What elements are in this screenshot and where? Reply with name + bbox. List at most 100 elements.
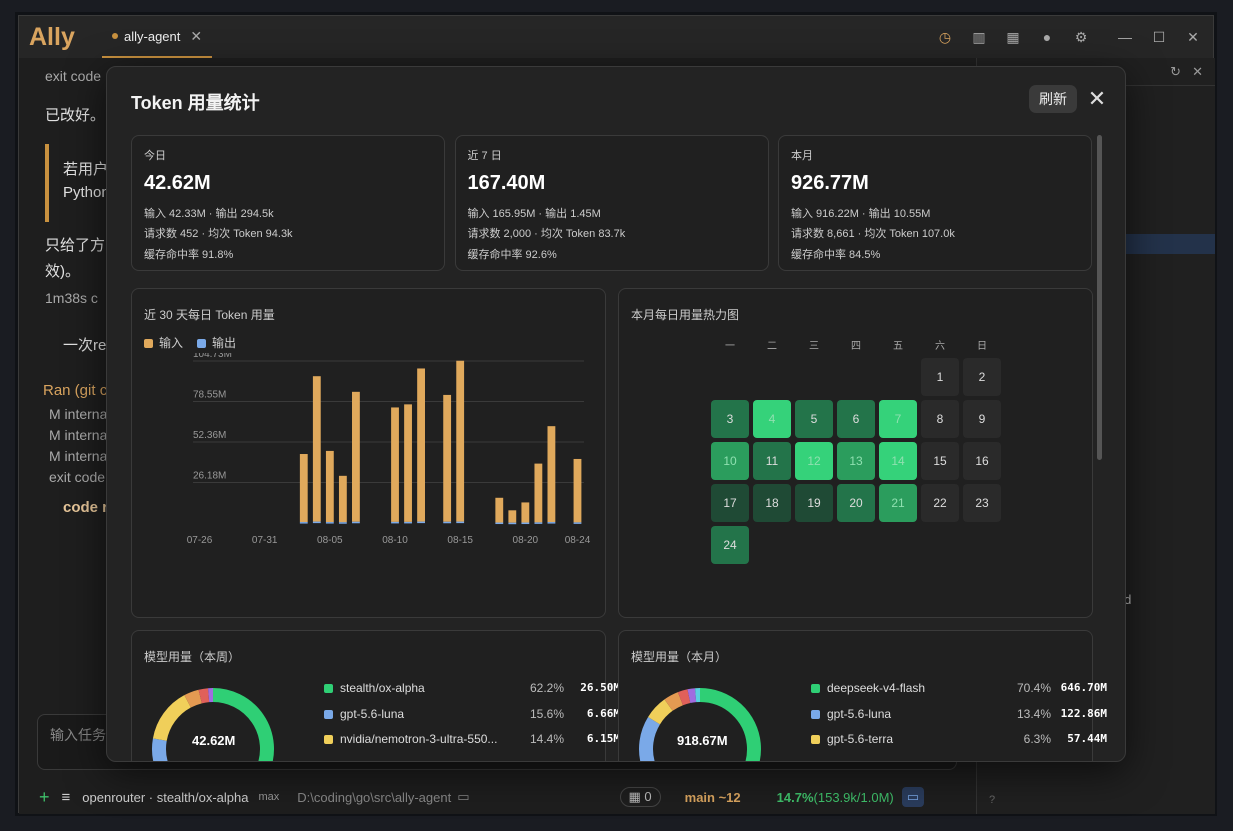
bar-input[interactable] bbox=[325, 450, 334, 523]
bar-output[interactable] bbox=[534, 522, 543, 524]
heatmap-day[interactable]: 5 bbox=[795, 400, 833, 438]
donut-slice[interactable] bbox=[664, 692, 684, 711]
heatmap-day[interactable]: 3 bbox=[711, 400, 749, 438]
bar-output[interactable] bbox=[456, 521, 465, 524]
minimize-icon[interactable]: — bbox=[1118, 29, 1132, 45]
donut-slice[interactable] bbox=[648, 688, 761, 762]
history-icon[interactable]: ◷ bbox=[938, 28, 952, 45]
heatmap-day[interactable]: 11 bbox=[753, 442, 791, 480]
donut-slice[interactable] bbox=[677, 689, 691, 706]
heatmap-day[interactable]: 21 bbox=[879, 484, 917, 522]
bar-output[interactable] bbox=[338, 522, 347, 524]
donut-slice[interactable] bbox=[648, 699, 673, 725]
donut-slice[interactable] bbox=[152, 738, 176, 762]
modal-close-button[interactable]: ✕ bbox=[1087, 86, 1107, 111]
maximize-icon[interactable]: ☐ bbox=[1152, 28, 1166, 45]
heatmap-day[interactable]: 16 bbox=[963, 442, 1001, 480]
refresh-icon[interactable]: ↻ bbox=[1170, 64, 1181, 79]
add-icon[interactable]: + bbox=[39, 786, 50, 807]
bar-input[interactable] bbox=[456, 360, 465, 522]
model-value: 6.15M bbox=[586, 732, 620, 745]
heatmap-day[interactable]: 2 bbox=[963, 358, 1001, 396]
bar-input[interactable] bbox=[573, 458, 582, 523]
bar-output[interactable] bbox=[312, 521, 321, 524]
heatmap-day[interactable]: 13 bbox=[837, 442, 875, 480]
gear-icon[interactable]: ⚙ bbox=[1074, 28, 1088, 45]
heatmap-day[interactable]: 24 bbox=[711, 526, 749, 564]
bar-output[interactable] bbox=[443, 521, 452, 524]
refresh-button[interactable]: 刷新 bbox=[1029, 85, 1077, 113]
bar-input[interactable] bbox=[495, 497, 504, 523]
donut-slice[interactable] bbox=[687, 688, 697, 704]
heatmap-day[interactable]: 7 bbox=[879, 400, 917, 438]
donut-slice[interactable] bbox=[198, 688, 210, 704]
tasks-badge[interactable]: ▦ 0 bbox=[619, 787, 661, 807]
heatmap-day[interactable]: 22 bbox=[921, 484, 959, 522]
month-donut-center: 918.67M bbox=[677, 733, 728, 748]
bar-output[interactable] bbox=[299, 522, 308, 524]
bar-input[interactable] bbox=[299, 454, 308, 523]
bar-input[interactable] bbox=[443, 394, 452, 522]
github-icon[interactable]: ● bbox=[1042, 29, 1052, 45]
bar-input[interactable] bbox=[404, 404, 412, 522]
bar-input[interactable] bbox=[352, 391, 360, 522]
bar-input[interactable] bbox=[338, 475, 347, 523]
bar-output[interactable] bbox=[495, 522, 504, 525]
heatmap-day[interactable]: 9 bbox=[963, 400, 1001, 438]
bar-output[interactable] bbox=[573, 522, 582, 524]
bar-input[interactable] bbox=[534, 463, 543, 523]
heatmap-day[interactable]: 15 bbox=[921, 442, 959, 480]
mode-label[interactable]: max bbox=[258, 791, 280, 803]
tab-ally-agent[interactable]: ally-agent ✕ bbox=[102, 16, 213, 58]
bar-output[interactable] bbox=[352, 521, 360, 524]
model-value: 57.44M bbox=[1067, 732, 1107, 745]
branch-label[interactable]: main ~12 bbox=[684, 789, 741, 805]
bar-output[interactable] bbox=[508, 522, 517, 525]
open-folder-icon[interactable]: ▭ bbox=[901, 787, 925, 807]
bar-input[interactable] bbox=[417, 368, 425, 522]
folder-icon[interactable]: ▭ bbox=[457, 789, 470, 804]
heatmap-day[interactable]: 10 bbox=[711, 442, 749, 480]
stat-cache: 缓存命中率 84.5% bbox=[791, 249, 881, 261]
donut-slice[interactable] bbox=[184, 689, 203, 708]
heatmap-day[interactable]: 18 bbox=[753, 484, 791, 522]
donut-slice[interactable] bbox=[152, 695, 192, 742]
scrollbar[interactable] bbox=[1097, 135, 1102, 460]
bar-input[interactable] bbox=[547, 426, 556, 523]
daily-usage-card: 近 30 天每日 Token 用量 输入 输出 104.73M 78.55M 52.… bbox=[131, 288, 606, 618]
heatmap-day[interactable]: 20 bbox=[837, 484, 875, 522]
heatmap-day[interactable]: 4 bbox=[753, 400, 791, 438]
bar-input[interactable] bbox=[508, 510, 517, 523]
bar-output[interactable] bbox=[547, 522, 556, 524]
menu-icon[interactable]: ≡ bbox=[61, 788, 71, 806]
heatmap-day[interactable]: 1 bbox=[921, 358, 959, 396]
heatmap-day[interactable]: 12 bbox=[795, 442, 833, 480]
stat-value: 926.77M bbox=[791, 172, 869, 194]
model-row: gpt-5.6-luna 13.4% 122.86M bbox=[811, 707, 1107, 723]
bar-output[interactable] bbox=[404, 521, 412, 524]
bar-input[interactable] bbox=[391, 407, 399, 522]
heatmap-day[interactable]: 8 bbox=[921, 400, 959, 438]
bar-output[interactable] bbox=[391, 521, 399, 524]
heatmap-day[interactable]: 23 bbox=[963, 484, 1001, 522]
heatmap-day[interactable]: 17 bbox=[711, 484, 749, 522]
tab-label: ally-agent bbox=[124, 28, 181, 44]
help-icon[interactable]: ? bbox=[989, 794, 996, 806]
stat-card: 近 7 日 167.40M 输入 165.95M · 输出 1.45M 请求数 2,0… bbox=[454, 135, 769, 271]
bar-output[interactable] bbox=[417, 521, 425, 524]
provider-label[interactable]: openrouter · stealth/ox-alpha bbox=[82, 789, 249, 805]
donut-slice[interactable] bbox=[639, 716, 661, 762]
bar-output[interactable] bbox=[521, 522, 530, 525]
heatmap-day[interactable]: 14 bbox=[879, 442, 917, 480]
tab-close-icon[interactable]: ✕ bbox=[190, 27, 203, 44]
close-icon[interactable]: ✕ bbox=[1187, 28, 1199, 45]
donut-slice[interactable] bbox=[176, 688, 274, 762]
bar-input[interactable] bbox=[521, 502, 530, 523]
panel-close-icon[interactable]: ✕ bbox=[1192, 64, 1203, 79]
bar-output[interactable] bbox=[325, 522, 334, 524]
bar-input[interactable] bbox=[312, 376, 321, 522]
chart-icon[interactable]: ▥ bbox=[972, 28, 986, 45]
heatmap-day[interactable]: 6 bbox=[837, 400, 875, 438]
grid-icon[interactable]: ▦ bbox=[1006, 28, 1020, 45]
heatmap-day[interactable]: 19 bbox=[795, 484, 833, 522]
